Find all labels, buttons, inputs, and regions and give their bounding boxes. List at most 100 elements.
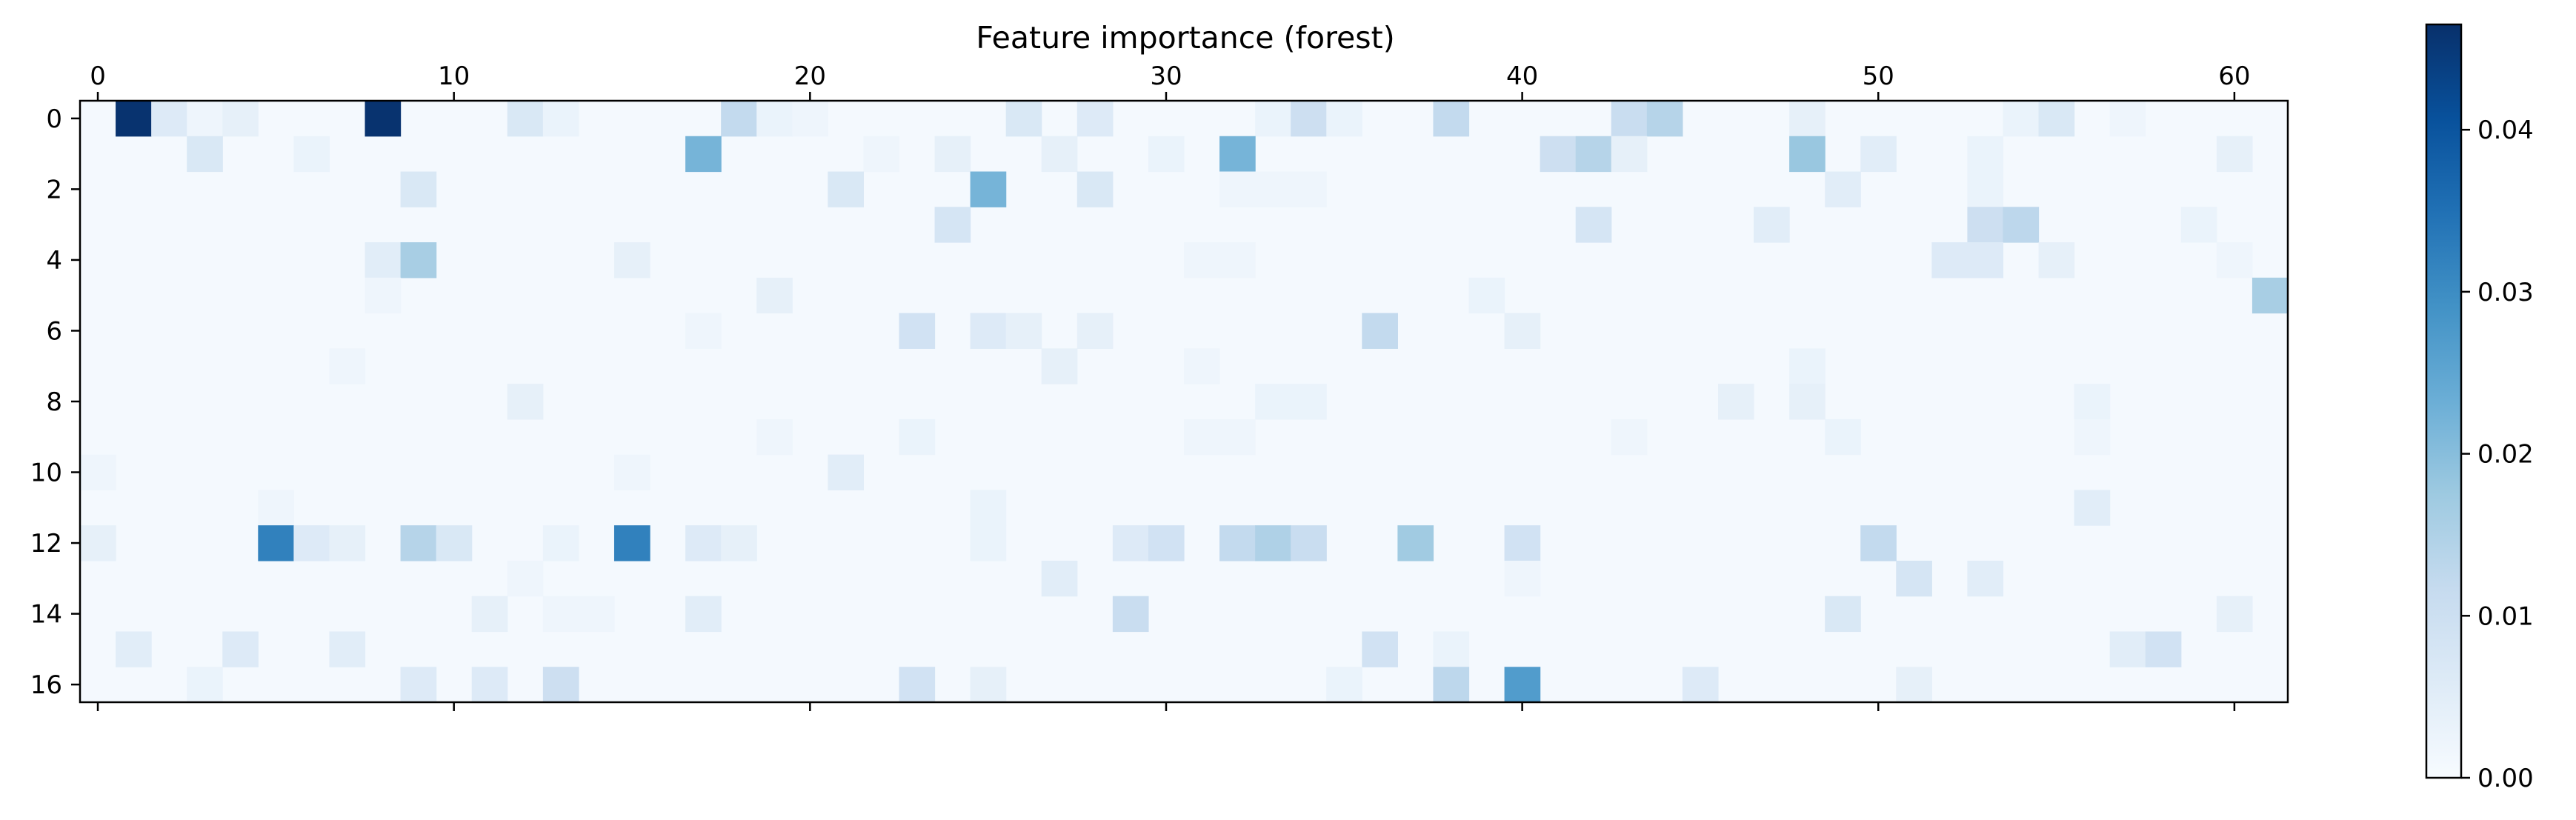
heatmap-cell xyxy=(970,490,1007,526)
heatmap-cell xyxy=(1575,136,1612,173)
heatmap-cell xyxy=(1291,101,1327,137)
x-axis-top: 0 10 20 30 40 50 60 xyxy=(90,61,2251,101)
y-axis: 0 2 4 6 8 10 12 14 16 xyxy=(30,104,80,700)
heatmap-cell xyxy=(1717,384,1754,420)
heatmap-cell xyxy=(2003,207,2040,243)
x-tick-label: 40 xyxy=(1506,61,1538,91)
heatmap-cell xyxy=(2216,136,2253,173)
heatmap-cell xyxy=(2038,242,2075,279)
heatmap-cell xyxy=(2074,490,2111,526)
heatmap-cell xyxy=(1433,101,1470,137)
heatmap-cell xyxy=(400,667,437,703)
heatmap-cell xyxy=(1291,384,1327,420)
heatmap-cell xyxy=(1860,525,1897,561)
heatmap-cell xyxy=(542,667,579,703)
heatmap-cell xyxy=(685,136,722,173)
heatmap-cell xyxy=(2251,277,2289,314)
heatmap-cell xyxy=(1504,525,1541,561)
heatmap-cell xyxy=(1789,384,1826,420)
heatmap-cell xyxy=(721,101,757,137)
heatmap-cell xyxy=(1005,313,1042,349)
heatmap-cell xyxy=(1397,525,1434,561)
heatmap-cell xyxy=(542,596,579,633)
heatmap-cell xyxy=(685,596,722,633)
x-tick-label: 30 xyxy=(1150,61,1182,91)
y-tick-label: 6 xyxy=(46,316,62,346)
heatmap-cell xyxy=(542,525,579,561)
heatmap-cell xyxy=(685,313,722,349)
heatmap-cell xyxy=(329,348,366,384)
heatmap-cell xyxy=(2109,631,2146,667)
heatmap-cell xyxy=(1076,313,1114,349)
x-tick-label: 60 xyxy=(2218,61,2250,91)
heatmap-cell xyxy=(899,313,936,349)
colorbar-tick-label: 0.04 xyxy=(2477,116,2534,145)
heatmap-cell xyxy=(934,136,971,173)
heatmap-cell xyxy=(80,454,116,491)
heatmap-cell xyxy=(116,631,152,667)
chart-title: Feature importance (forest) xyxy=(976,20,1394,56)
heatmap-cell xyxy=(187,667,223,703)
heatmap-cell xyxy=(1362,631,1398,667)
heatmap-cell xyxy=(792,101,828,137)
heatmap-cell xyxy=(1255,101,1291,137)
heatmap-cell xyxy=(293,525,330,561)
heatmap-cell xyxy=(899,419,936,456)
heatmap-cell xyxy=(258,490,294,526)
heatmap-cell xyxy=(80,525,116,561)
heatmap-cell xyxy=(1896,560,1932,597)
heatmap-cell xyxy=(613,525,650,561)
heatmap-cell xyxy=(1825,171,1861,207)
heatmap-cell xyxy=(293,136,330,173)
heatmap-cell xyxy=(2216,596,2253,633)
heatmap-cell xyxy=(1789,348,1826,384)
heatmap-cell xyxy=(1255,171,1291,207)
heatmap-cell xyxy=(187,136,223,173)
heatmap-cell xyxy=(1931,242,1968,279)
y-tick-label: 8 xyxy=(46,387,62,417)
heatmap-cell xyxy=(721,525,757,561)
heatmap-cell xyxy=(613,454,650,491)
heatmap-cell xyxy=(1967,242,2004,279)
heatmap-cell xyxy=(1825,419,1861,456)
heatmap-cell xyxy=(1504,667,1541,703)
heatmap-cell xyxy=(187,101,223,137)
heatmap-cell xyxy=(1646,101,1683,137)
heatmap-cell xyxy=(1967,560,2004,597)
heatmap-cell xyxy=(1184,348,1220,384)
heatmap-cell xyxy=(2074,384,2111,420)
heatmap-cell xyxy=(1575,207,1612,243)
x-tick-label: 50 xyxy=(1863,61,1894,91)
heatmap-cell xyxy=(685,525,722,561)
y-tick-label: 0 xyxy=(46,104,62,134)
heatmap-cell xyxy=(1076,101,1114,137)
x-tick-label: 0 xyxy=(90,61,106,91)
heatmap-cells xyxy=(80,101,2289,703)
heatmap-cell xyxy=(1219,136,1256,173)
heatmap-cell xyxy=(1433,667,1470,703)
heatmap-cell xyxy=(970,313,1007,349)
heatmap-cell xyxy=(1754,207,1790,243)
heatmap-cell xyxy=(1362,313,1398,349)
heatmap-cell xyxy=(329,631,366,667)
heatmap-cell xyxy=(1005,101,1042,137)
heatmap-cell xyxy=(1860,136,1897,173)
y-tick-label: 10 xyxy=(30,459,62,488)
heatmap-cell xyxy=(756,277,793,314)
y-tick-label: 4 xyxy=(46,246,62,276)
heatmap-cell xyxy=(1967,207,2004,243)
heatmap-cell xyxy=(2074,419,2111,456)
heatmap-cell xyxy=(1825,596,1861,633)
heatmap-cell xyxy=(400,525,437,561)
y-tick-label: 12 xyxy=(30,529,62,559)
heatmap-cell xyxy=(1148,136,1185,173)
heatmap-cell xyxy=(970,525,1007,561)
heatmap-cell xyxy=(934,207,971,243)
heatmap-cell xyxy=(400,171,437,207)
heatmap-cell xyxy=(2003,101,2040,137)
heatmap-cell xyxy=(1611,136,1648,173)
heatmap-cell xyxy=(1041,560,1078,597)
heatmap-cell xyxy=(1255,384,1291,420)
heatmap-cell xyxy=(507,101,544,137)
